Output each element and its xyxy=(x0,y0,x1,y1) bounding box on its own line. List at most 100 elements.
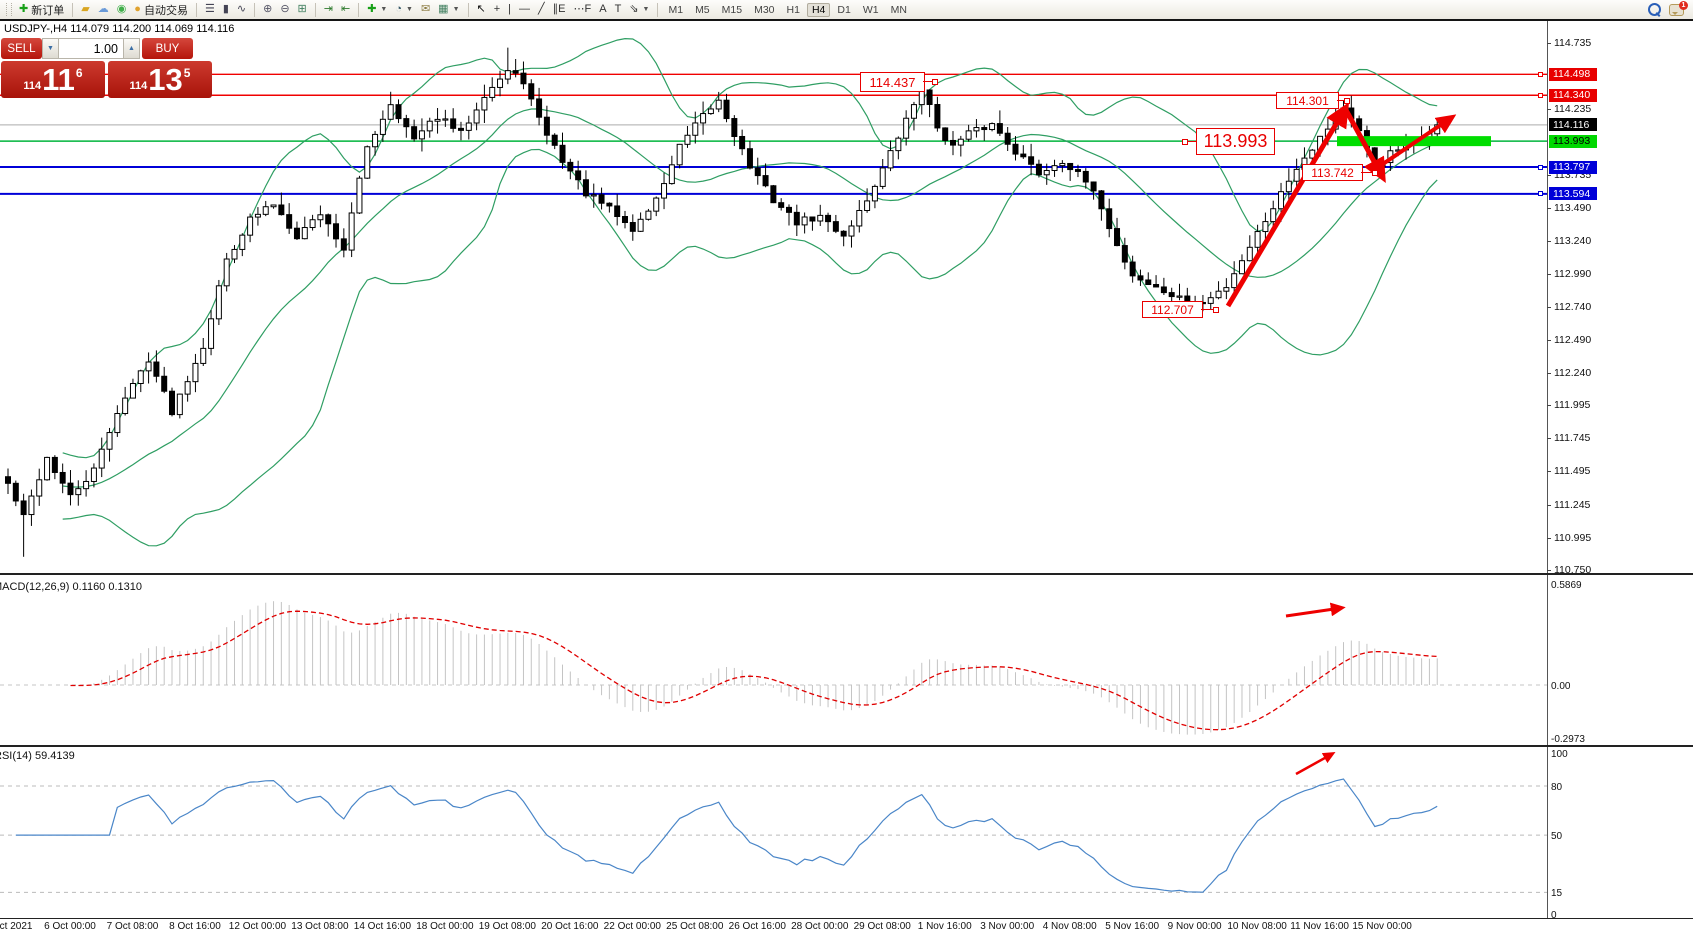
annotation-anchor-dot xyxy=(1344,97,1350,104)
buy-button[interactable]: BUY xyxy=(142,38,193,59)
timeframe-button-m1[interactable]: M1 xyxy=(668,3,684,16)
time-axis-label: 10 Nov 08:00 xyxy=(1227,921,1287,932)
arrows-tool-button[interactable]: ⇘ ▼ xyxy=(626,1,652,18)
buy-price-figure: 114 xyxy=(129,79,148,92)
time-axis-label: 8 Oct 16:00 xyxy=(169,921,221,932)
price-annotation-113-742[interactable]: 113.742 xyxy=(1302,164,1363,181)
hline-handle[interactable] xyxy=(1538,191,1543,197)
autotrading-button[interactable]: ● 自动交易 xyxy=(131,1,191,18)
hline-handle[interactable] xyxy=(1538,92,1543,98)
annotation-anchor-dot xyxy=(1372,169,1378,176)
line-chart-button[interactable]: ∿ xyxy=(234,1,249,18)
price-annotation-114-301[interactable]: 114.301 xyxy=(1276,92,1339,109)
volume-input[interactable]: 1.00 xyxy=(59,38,123,59)
line-chart-icon: ∿ xyxy=(236,3,247,15)
trendline-button[interactable]: ╱ xyxy=(535,1,548,18)
cursor-icon: ↖ xyxy=(476,3,486,15)
vertical-line-icon: | xyxy=(508,3,512,15)
annotation-anchor-line xyxy=(1337,99,1344,101)
price-annotation-112-707[interactable]: 112.707 xyxy=(1142,301,1203,318)
rsi-scale-label: 0 xyxy=(1551,910,1557,921)
buy-price-pips: 13 xyxy=(148,62,183,97)
zoom-in-button[interactable]: ⊕ xyxy=(260,1,275,18)
periods-clock-button[interactable]: ◔ ▼ xyxy=(392,1,416,18)
hline-handle[interactable] xyxy=(1538,164,1543,170)
zoom-in-icon: ⊕ xyxy=(263,3,273,15)
price-annotation-114-437[interactable]: 114.437 xyxy=(860,72,925,92)
chart-shift-button[interactable]: ⇤ xyxy=(338,1,353,18)
price-tick-label: 111.745 xyxy=(1554,432,1591,445)
buy-price-button[interactable]: 114 13 5 xyxy=(108,61,212,98)
sell-price-figure: 114 xyxy=(23,79,42,92)
horizontal-line-button[interactable]: — xyxy=(516,1,533,18)
price-badge-113-594: 113.594 xyxy=(1549,187,1597,201)
price-tick-mark xyxy=(1547,240,1551,242)
zoom-out-button[interactable]: ⊖ xyxy=(277,1,292,18)
sell-price-button[interactable]: 114 11 6 xyxy=(1,61,105,98)
signal-button[interactable]: ◉ xyxy=(114,1,130,18)
timeframe-button-m5[interactable]: M5 xyxy=(695,3,710,16)
timeframe-button-mn[interactable]: MN xyxy=(890,3,907,16)
auto-scroll-button[interactable]: ⇥ xyxy=(321,1,336,18)
bar-chart-button[interactable]: ☰ xyxy=(202,1,218,18)
add-indicator-button[interactable]: ✚ ▼ xyxy=(364,1,390,18)
crosshair-icon: + xyxy=(493,3,501,15)
volume-increase-button[interactable]: ▲ xyxy=(123,38,140,59)
macd-panel-separator[interactable] xyxy=(0,573,1693,575)
time-axis-label: 3 Nov 00:00 xyxy=(980,921,1035,932)
vertical-line-button[interactable]: | xyxy=(505,1,514,18)
new-order-button[interactable]: ✚ 新订单 xyxy=(16,1,67,18)
price-tick-mark xyxy=(1547,207,1551,209)
mail-button[interactable]: ✉ xyxy=(418,1,433,18)
rsi-indicator-label: RSI(14) 59.4139 xyxy=(0,750,75,762)
templates-button[interactable]: ▦ ▼ xyxy=(435,1,462,18)
price-tick-mark xyxy=(1547,175,1551,177)
cursor-button[interactable]: ↖ xyxy=(474,1,489,18)
time-axis-label: 28 Oct 00:00 xyxy=(791,921,849,932)
chat-unread-badge: 1 xyxy=(1679,0,1688,10)
price-tick-mark xyxy=(1547,405,1551,407)
rsi-panel-separator[interactable] xyxy=(0,745,1693,747)
chat-icon[interactable]: 1 xyxy=(1669,0,1688,16)
toolbar-right-tools: 1 xyxy=(1648,0,1689,16)
timeframe-button-m30[interactable]: M30 xyxy=(754,3,775,16)
annotation-anchor-line xyxy=(1361,171,1372,173)
timeframe-button-h4[interactable]: H4 xyxy=(806,2,831,17)
price-tick-label: 111.495 xyxy=(1554,465,1591,478)
time-axis-label: 29 Oct 08:00 xyxy=(853,921,911,932)
search-icon[interactable] xyxy=(1648,3,1661,16)
timeframe-button-w1[interactable]: W1 xyxy=(862,3,879,16)
text-label-button[interactable]: T xyxy=(612,1,625,18)
price-badge-113-993: 113.993 xyxy=(1549,134,1597,148)
community-cloud-button[interactable]: ☁ xyxy=(95,1,112,18)
text-button[interactable]: A xyxy=(596,1,609,18)
chart-canvas[interactable] xyxy=(0,21,1693,934)
price-badge-114-340: 114.340 xyxy=(1549,88,1597,102)
volume-decrease-button[interactable]: ▼ xyxy=(42,38,59,59)
tile-windows-button[interactable]: ⊞ xyxy=(295,1,310,18)
hline-handle[interactable] xyxy=(1538,71,1543,77)
fibonacci-icon: ⋯F xyxy=(573,3,592,15)
zoom-out-icon: ⊖ xyxy=(280,3,290,15)
main-toolbar: ✚ 新订单 ▰ ☁ ◉ ● 自动交易 ☰ ▮ ∿ ⊕ ⊖ ⊞ ⇥ ⇤ ✚ ▼ ◔ ▼ ✉ ▦ ▼ ↖ + | — ╱ ∥E ⋯F A T ⇘ ▼… xyxy=(0,0,1693,19)
equidistant-channel-button[interactable]: ∥E xyxy=(550,1,569,18)
price-badge-113-797: 113.797 xyxy=(1549,160,1597,174)
price-tick-mark xyxy=(1547,504,1551,506)
toolbar-divider xyxy=(0,19,1693,21)
annotation-anchor-dot xyxy=(1182,138,1188,145)
timeframe-button-h1[interactable]: H1 xyxy=(786,3,800,16)
time-axis-label: 4 Nov 08:00 xyxy=(1042,921,1097,932)
timeframe-button-m15[interactable]: M15 xyxy=(721,3,743,16)
time-axis-label: 12 Oct 00:00 xyxy=(228,921,287,932)
sell-button[interactable]: SELL xyxy=(1,38,42,59)
crosshair-button[interactable]: + xyxy=(491,1,503,18)
time-axis-label: 9 Nov 00:00 xyxy=(1167,921,1222,932)
price-annotation-113-993[interactable]: 113.993 xyxy=(1196,128,1275,155)
fibonacci-button[interactable]: ⋯F xyxy=(571,1,595,18)
gold-bar-button[interactable]: ▰ xyxy=(78,1,92,18)
price-tick-mark xyxy=(1547,471,1551,473)
price-tick-mark xyxy=(1547,306,1551,308)
candlestick-chart-button[interactable]: ▮ xyxy=(220,1,232,18)
macd-scale-label: -0.2973 xyxy=(1551,733,1585,745)
timeframe-button-d1[interactable]: D1 xyxy=(837,3,851,16)
